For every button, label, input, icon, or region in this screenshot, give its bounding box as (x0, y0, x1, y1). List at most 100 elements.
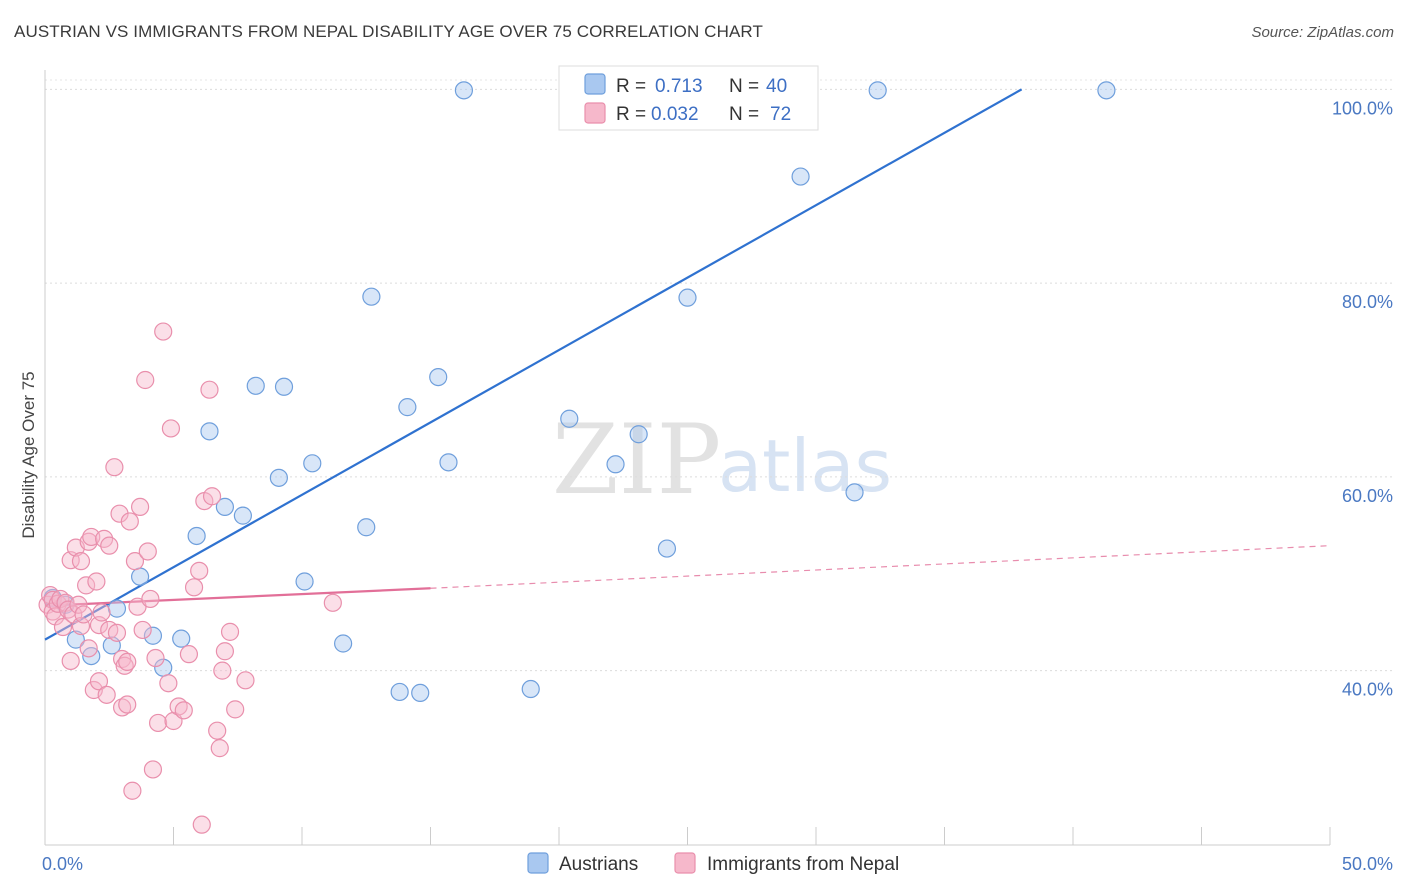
point-nepal (184, 578, 204, 597)
point-austrians (411, 683, 430, 703)
watermark-zip: ZIP (552, 404, 721, 516)
legend-bottom-label-austrians: Austrians (559, 854, 638, 875)
point-austrians (657, 539, 677, 558)
x-tick-label: 0.0% (42, 854, 83, 874)
y-tick-label: 40.0% (1342, 680, 1393, 700)
legend-bottom: Austrians Immigrants from Nepal (527, 852, 899, 875)
point-nepal (120, 512, 139, 531)
point-austrians (269, 468, 288, 487)
point-nepal (210, 739, 229, 758)
legend-bottom-label-nepal: Immigrants from Nepal (707, 854, 899, 875)
grid-lines (45, 79, 1395, 672)
point-nepal (215, 642, 234, 661)
point-austrians (334, 634, 353, 653)
point-nepal (138, 542, 157, 561)
point-austrians (868, 81, 887, 100)
trend-line-nepal-extension (430, 545, 1331, 589)
legend-swatch-austrians (584, 73, 606, 95)
point-nepal (53, 617, 73, 637)
point-nepal (77, 576, 96, 595)
point-nepal (323, 593, 342, 612)
legend-n-value: 72 (770, 104, 791, 125)
point-nepal (159, 674, 178, 693)
point-nepal (74, 605, 93, 624)
y-tick-labels: 40.0% 60.0% 80.0% 100.0% (1332, 98, 1393, 699)
point-nepal (220, 622, 240, 641)
point-nepal (236, 671, 255, 690)
point-nepal (133, 620, 152, 640)
point-nepal (143, 760, 163, 779)
legend-bottom-swatch-austrians (527, 852, 549, 874)
point-austrians (187, 526, 206, 546)
point-nepal (48, 594, 67, 613)
point-nepal (105, 458, 124, 477)
point-austrians (303, 454, 322, 473)
x-tick-labels: 0.0% 50.0% (42, 854, 1393, 874)
point-austrians (274, 377, 294, 396)
chart-title: AUSTRIAN VS IMMIGRANTS FROM NEPAL DISABI… (14, 22, 763, 41)
point-austrians (233, 506, 252, 525)
point-nepal (123, 781, 142, 800)
point-nepal (61, 651, 80, 671)
point-austrians (130, 567, 150, 586)
point-nepal (200, 380, 219, 399)
point-nepal (208, 721, 227, 740)
point-austrians (215, 497, 234, 517)
point-nepal (89, 672, 109, 691)
legend-r-label: R = (616, 104, 646, 125)
point-nepal (112, 698, 132, 717)
legend-swatch-nepal (584, 102, 606, 124)
y-axis-title: Disability Age Over 75 (19, 371, 38, 538)
point-nepal (141, 589, 160, 609)
point-austrians (439, 453, 458, 472)
legend-n-label: N = (729, 76, 759, 97)
point-nepal (154, 322, 173, 341)
legend-n-value: 40 (766, 76, 787, 97)
legend-n-label: N = (729, 104, 759, 125)
point-austrians (454, 81, 474, 100)
point-nepal (130, 497, 150, 517)
point-nepal (107, 623, 127, 642)
point-nepal (71, 616, 91, 636)
legend-r-value: 0.713 (655, 76, 703, 97)
point-nepal (148, 713, 168, 733)
point-nepal (226, 700, 245, 719)
point-nepal (118, 652, 137, 672)
watermark-atlas: atlas (718, 424, 892, 508)
point-austrians (429, 367, 448, 387)
legend-r-value: 0.032 (651, 104, 699, 125)
trend-line-nepal (44, 587, 431, 607)
point-austrians (357, 518, 376, 537)
point-nepal (125, 552, 145, 571)
point-nepal (190, 561, 209, 580)
y-tick-label: 60.0% (1342, 486, 1393, 506)
point-nepal (146, 648, 165, 668)
point-nepal (79, 639, 98, 658)
legend-top: R = 0.713 N = 40 R = 0.032 N = 72 (558, 65, 819, 131)
point-nepal (71, 552, 91, 571)
point-nepal (92, 603, 111, 622)
point-nepal (213, 661, 232, 680)
point-nepal (174, 701, 193, 720)
point-austrians (606, 455, 625, 474)
point-austrians (398, 398, 417, 417)
point-austrians (107, 599, 127, 618)
point-nepal (69, 595, 88, 614)
legend-bottom-swatch-nepal (674, 852, 696, 874)
point-austrians (66, 630, 85, 649)
y-tick-label: 80.0% (1342, 292, 1393, 312)
point-austrians (362, 287, 381, 306)
point-nepal (118, 695, 137, 714)
point-nepal (100, 536, 119, 555)
point-austrians (143, 626, 163, 645)
point-austrians (560, 409, 579, 428)
point-nepal (136, 370, 155, 390)
legend-r-label: R = (616, 76, 646, 97)
source-label: Source: ZipAtlas.com (1251, 24, 1394, 41)
point-nepal (202, 487, 222, 506)
point-austrians (629, 425, 648, 444)
point-nepal (79, 532, 98, 551)
point-austrians (845, 483, 864, 502)
trend-line-austrians (44, 88, 1023, 641)
